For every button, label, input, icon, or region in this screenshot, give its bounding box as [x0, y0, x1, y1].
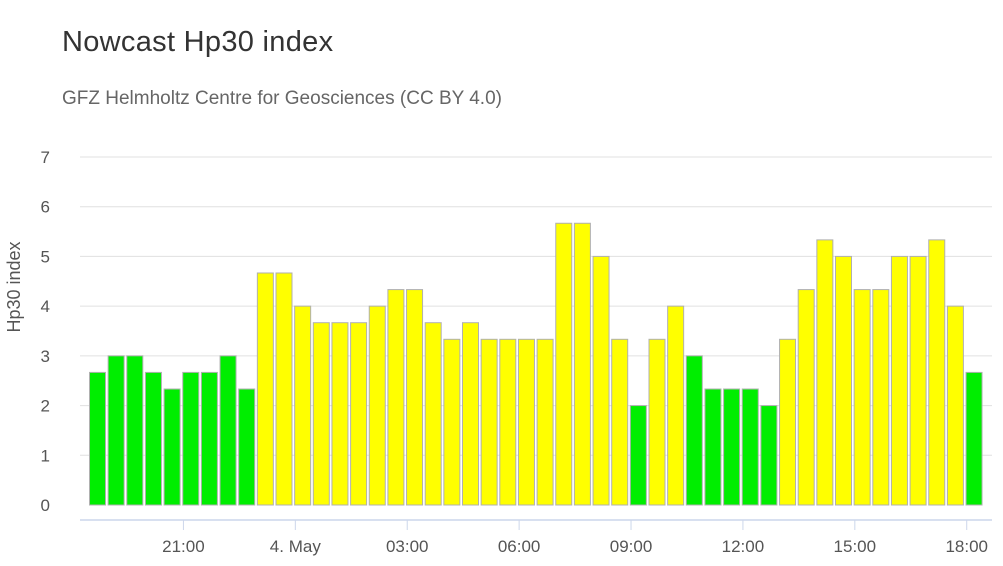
bar[interactable] [238, 388, 256, 506]
bar[interactable] [797, 289, 815, 506]
bar[interactable] [816, 239, 834, 506]
bar[interactable] [256, 272, 274, 506]
chart-title: Nowcast Hp30 index [62, 26, 334, 58]
bar[interactable] [424, 322, 442, 506]
bar[interactable] [592, 255, 610, 506]
bar[interactable] [443, 338, 461, 506]
bar[interactable] [835, 255, 852, 506]
y-tick-label: 7 [41, 148, 50, 167]
bar[interactable] [965, 371, 983, 506]
bar[interactable] [928, 239, 946, 506]
chart-subtitle: GFZ Helmholtz Centre for Geosciences (CC… [62, 88, 502, 109]
x-tick-label: 06:00 [498, 537, 541, 556]
bar[interactable] [144, 371, 162, 506]
y-tick-label: 1 [41, 446, 50, 465]
y-axis-ticks: 0 1 2 3 4 5 6 7 [41, 148, 50, 515]
bar[interactable] [685, 355, 703, 506]
bar[interactable] [163, 388, 181, 506]
bar[interactable] [648, 338, 666, 506]
bar[interactable] [219, 355, 237, 506]
x-axis-ticks: 21:00 4. May 03:00 06:00 09:00 12:00 15:00 18:0… [162, 520, 988, 556]
bar[interactable] [573, 222, 591, 506]
x-tick-label: 4. May [270, 537, 322, 556]
bar[interactable] [611, 338, 629, 506]
bar[interactable] [387, 289, 405, 506]
bar[interactable] [779, 338, 797, 506]
y-tick-label: 6 [41, 198, 50, 217]
x-tick-label: 12:00 [722, 537, 765, 556]
y-tick-label: 2 [41, 397, 50, 416]
bar[interactable] [555, 222, 573, 506]
bar[interactable] [517, 338, 535, 506]
bar[interactable] [406, 289, 424, 506]
bar[interactable] [294, 305, 312, 506]
bar[interactable] [536, 338, 554, 506]
y-tick-label: 0 [41, 496, 50, 515]
x-tick-label: 09:00 [610, 537, 653, 556]
y-tick-label: 5 [41, 247, 50, 266]
y-tick-label: 3 [41, 347, 50, 366]
bar[interactable] [499, 338, 517, 506]
bar[interactable] [629, 405, 647, 506]
bar[interactable] [741, 388, 759, 506]
bar[interactable] [704, 388, 722, 506]
bar[interactable] [909, 255, 927, 506]
x-tick-label: 21:00 [162, 537, 205, 556]
bars [89, 222, 983, 506]
x-tick-label: 15:00 [834, 537, 877, 556]
bar[interactable] [480, 338, 498, 506]
bar[interactable] [760, 405, 778, 506]
y-axis-title: Hp30 index [4, 241, 24, 332]
bar[interactable] [89, 371, 106, 506]
y-tick-label: 4 [41, 297, 50, 316]
bar[interactable] [890, 255, 908, 506]
bar[interactable] [200, 371, 218, 506]
bar[interactable] [723, 388, 741, 506]
bar[interactable] [853, 289, 871, 506]
bar[interactable] [275, 272, 293, 506]
bar[interactable] [368, 305, 386, 506]
bar[interactable] [946, 305, 964, 506]
bar[interactable] [462, 322, 479, 506]
bar[interactable] [350, 322, 368, 506]
x-tick-label: 18:00 [945, 537, 988, 556]
bar[interactable] [126, 355, 144, 506]
bar[interactable] [312, 322, 330, 506]
bar[interactable] [182, 371, 200, 506]
bar[interactable] [107, 355, 125, 506]
bar[interactable] [331, 322, 349, 506]
bar[interactable] [667, 305, 685, 506]
x-tick-label: 03:00 [386, 537, 429, 556]
bar[interactable] [872, 289, 890, 506]
